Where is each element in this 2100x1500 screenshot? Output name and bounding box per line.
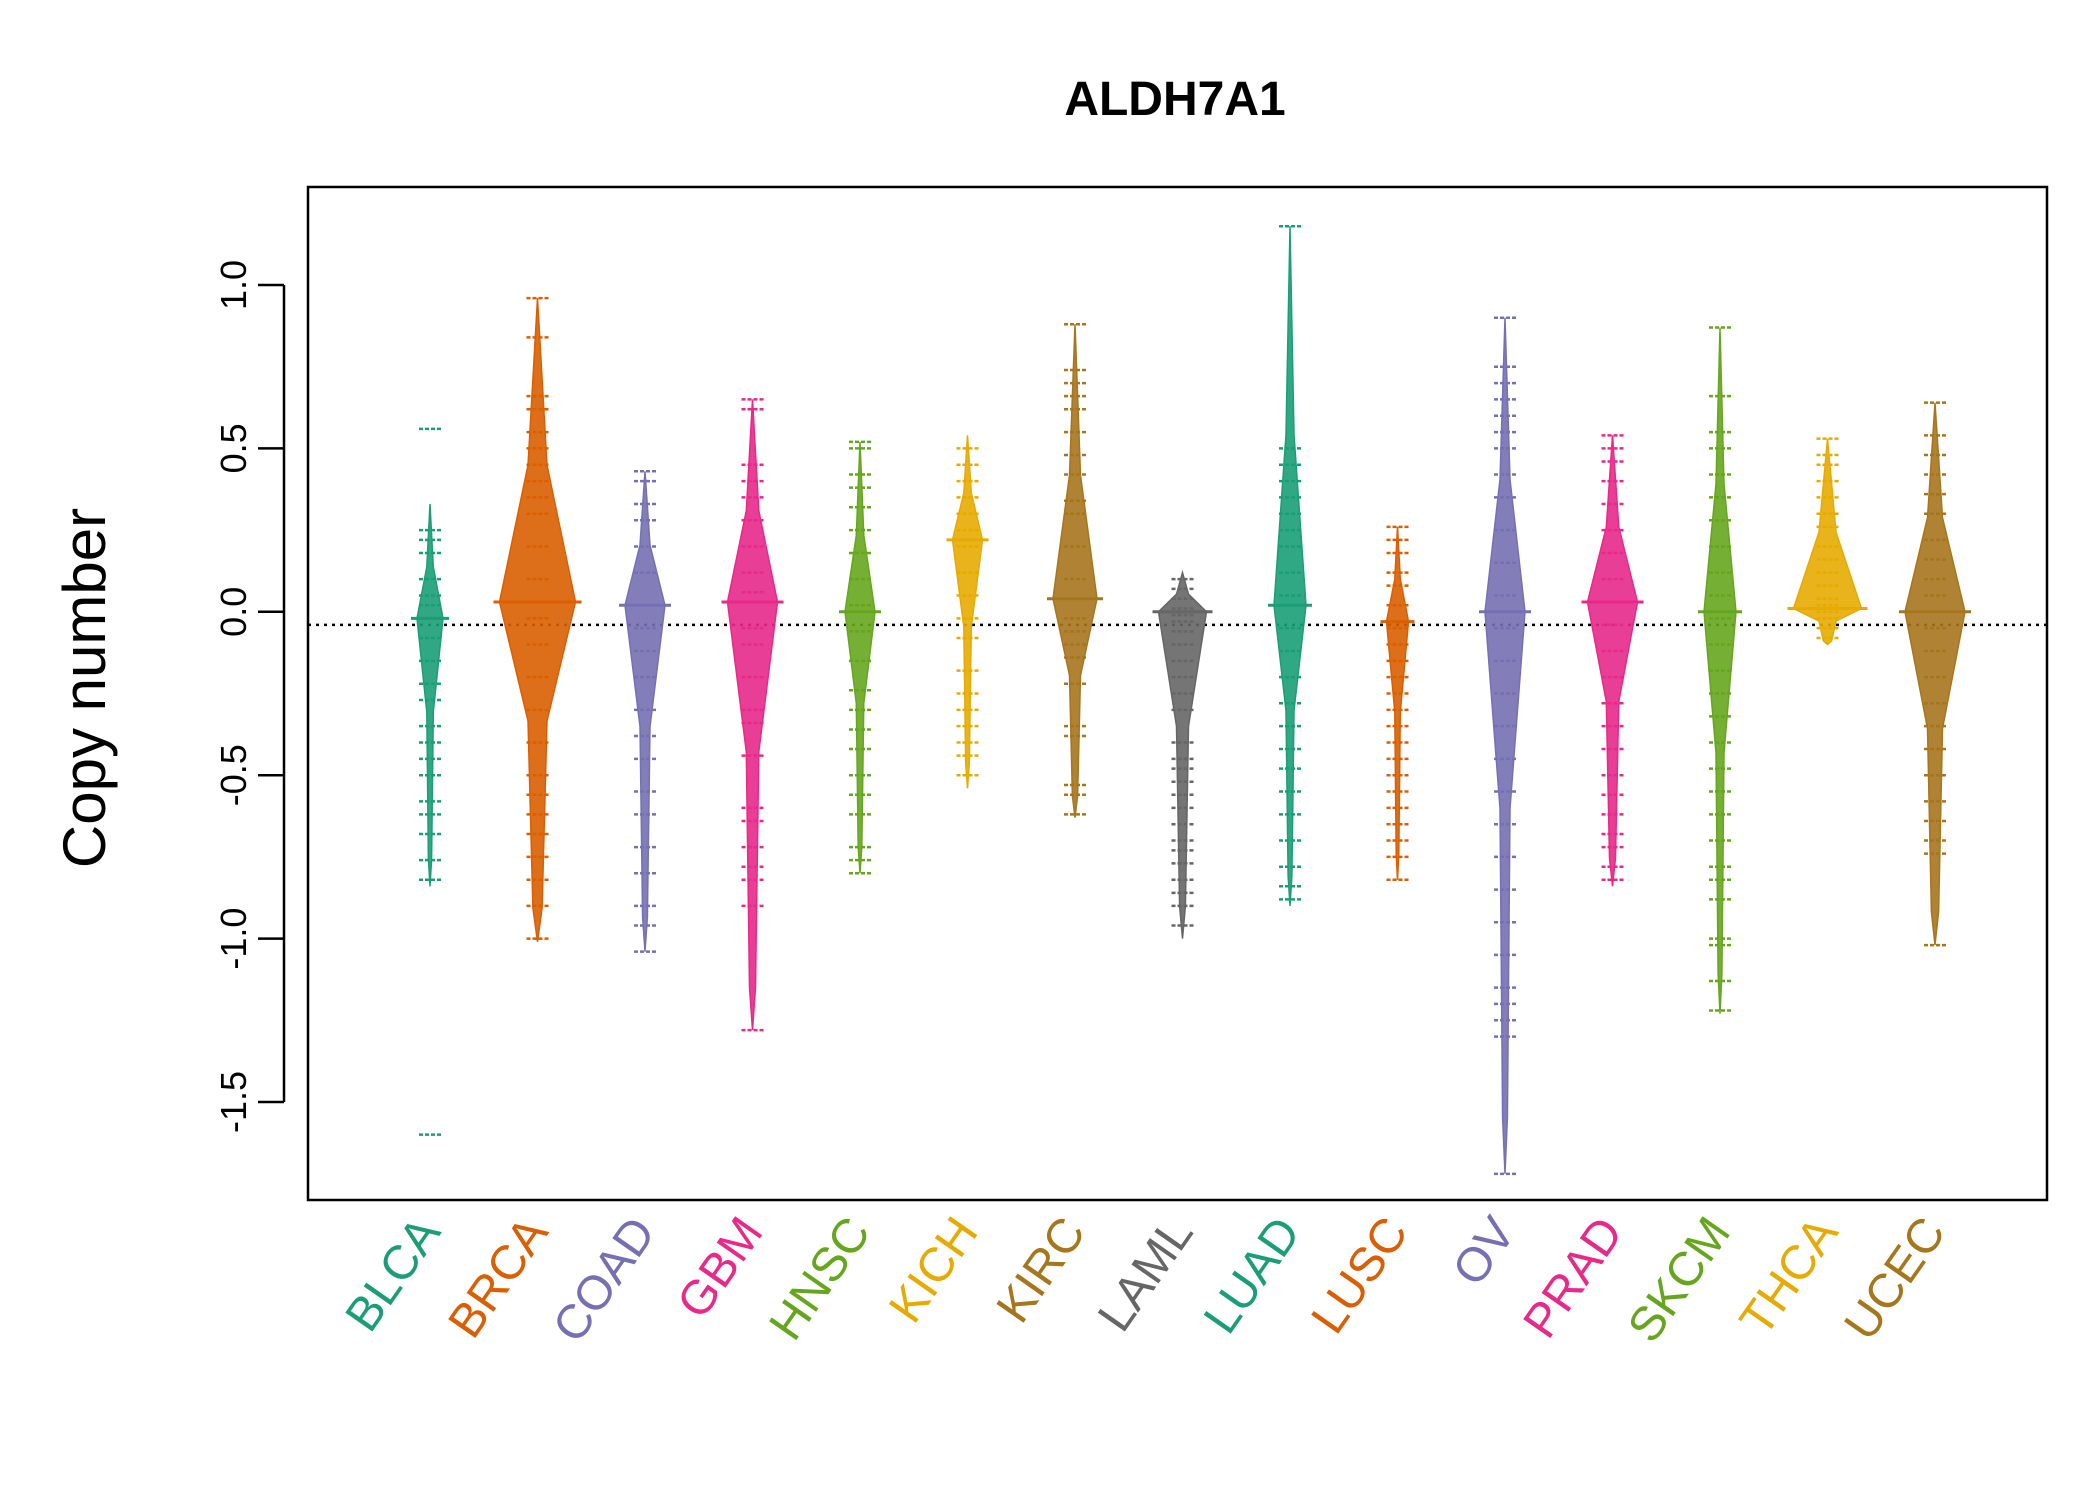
category-label: OV (1443, 1208, 1526, 1295)
y-tick-label: 1.0 (213, 260, 254, 310)
bean-shape (1052, 324, 1098, 818)
bean-shape (1904, 402, 1966, 946)
bean-shape (1792, 438, 1863, 646)
category-label: LAML (1088, 1208, 1203, 1341)
bean-shape (1484, 317, 1526, 1174)
y-tick-label: 0.0 (213, 587, 254, 637)
bean-SKCM (1698, 326, 1742, 1014)
bean-shape (844, 441, 876, 874)
plot-area (308, 224, 2047, 1176)
bean-shape (1273, 226, 1307, 906)
bean-OV (1479, 316, 1531, 1176)
category-label: LUAD (1194, 1208, 1311, 1343)
bean-HNSC (839, 440, 881, 875)
bean-UCEC (1899, 401, 1971, 947)
bean-KICH (946, 435, 989, 789)
category-label: BLCA (336, 1208, 451, 1341)
plot-frame (306, 185, 2049, 1202)
category-label: UCEC (1835, 1208, 1956, 1350)
y-tick-label: -1.5 (213, 1071, 254, 1133)
bean-BLCA (411, 427, 449, 1136)
bean-shape (416, 503, 444, 887)
bean-PRAD (1581, 434, 1644, 887)
category-label: KIRC (987, 1208, 1096, 1332)
y-axis: 1.0 0.5 0.0 -0.5 -1.0 -1.5 (213, 260, 286, 1133)
bean-LUSC (1380, 525, 1415, 882)
bean-LUAD (1268, 224, 1312, 906)
category-label: GBM (667, 1208, 773, 1328)
category-label: THCA (1730, 1208, 1848, 1345)
category-label: KICH (879, 1208, 988, 1332)
category-label: LUSC (1302, 1208, 1419, 1343)
bean-LAML (1152, 569, 1213, 939)
y-tick-label: -1.0 (213, 908, 254, 970)
bean-shape (1385, 526, 1410, 880)
bean-shape (624, 471, 666, 952)
bean-shape (1157, 569, 1208, 939)
bean-shape (498, 298, 577, 942)
bean-shape (726, 399, 779, 1031)
bean-BRCA (493, 296, 582, 942)
bean-shape (1703, 327, 1737, 1014)
bean-THCA (1787, 437, 1868, 646)
bean-KIRC (1047, 322, 1103, 818)
chart-title: ALDH7A1 (1064, 73, 1285, 126)
bean-shape (1586, 435, 1639, 887)
category-label: COAD (543, 1208, 666, 1352)
bean-GBM (721, 398, 784, 1032)
category-label: SKCM (1618, 1208, 1741, 1352)
y-tick-label: -0.5 (213, 744, 254, 806)
bean-COAD (619, 470, 671, 953)
category-label: PRAD (1514, 1208, 1634, 1348)
y-axis-label: Copy number (51, 508, 118, 868)
y-tick-label: 0.5 (213, 423, 254, 473)
bean-shape (951, 435, 984, 789)
category-label: HNSC (760, 1208, 881, 1350)
category-label: BRCA (439, 1208, 559, 1348)
